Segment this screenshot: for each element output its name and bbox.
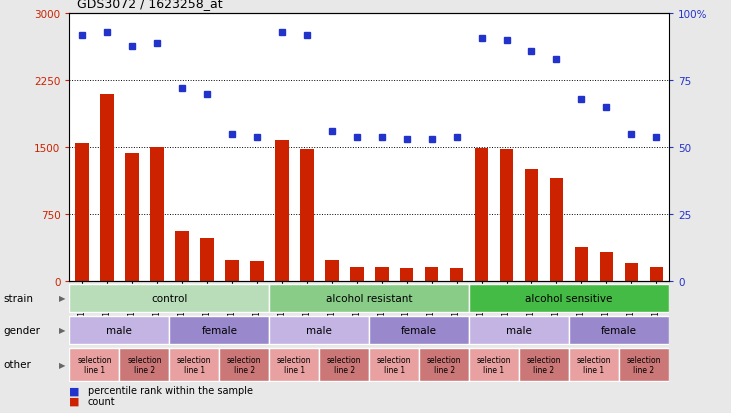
Bar xyxy=(369,348,419,381)
Text: alcohol sensitive: alcohol sensitive xyxy=(526,293,613,303)
Text: male: male xyxy=(107,325,132,335)
Bar xyxy=(319,348,369,381)
Text: selection
line 1: selection line 1 xyxy=(177,355,211,374)
Text: selection
line 1: selection line 1 xyxy=(77,355,112,374)
Bar xyxy=(375,267,388,281)
Bar xyxy=(125,154,139,281)
Bar xyxy=(569,316,669,344)
Bar xyxy=(119,348,170,381)
Text: selection
line 1: selection line 1 xyxy=(477,355,511,374)
Bar xyxy=(569,348,619,381)
Text: strain: strain xyxy=(4,293,34,303)
Text: selection
line 1: selection line 1 xyxy=(577,355,611,374)
Text: ▶: ▶ xyxy=(59,294,66,303)
Text: selection
line 2: selection line 2 xyxy=(127,355,162,374)
Bar xyxy=(369,316,469,344)
Text: alcohol resistant: alcohol resistant xyxy=(326,293,412,303)
Bar xyxy=(469,348,519,381)
Text: ▶: ▶ xyxy=(59,325,66,335)
Bar xyxy=(469,284,669,312)
Text: selection
line 2: selection line 2 xyxy=(327,355,361,374)
Bar xyxy=(75,143,88,281)
Text: percentile rank within the sample: percentile rank within the sample xyxy=(88,385,253,395)
Text: ■: ■ xyxy=(69,396,80,406)
Text: selection
line 1: selection line 1 xyxy=(277,355,311,374)
Text: ▶: ▶ xyxy=(59,360,66,369)
Bar xyxy=(100,95,114,281)
Bar xyxy=(269,284,469,312)
Bar xyxy=(170,316,269,344)
Text: female: female xyxy=(401,325,437,335)
Bar xyxy=(419,348,469,381)
Text: male: male xyxy=(306,325,332,335)
Bar xyxy=(219,348,269,381)
Bar xyxy=(425,267,439,281)
Bar xyxy=(469,316,569,344)
Text: other: other xyxy=(4,359,31,370)
Bar xyxy=(450,268,463,281)
Bar xyxy=(474,149,488,281)
Bar xyxy=(250,262,264,281)
Bar xyxy=(269,348,319,381)
Bar xyxy=(350,267,363,281)
Text: selection
line 2: selection line 2 xyxy=(527,355,561,374)
Text: GDS3072 / 1623258_at: GDS3072 / 1623258_at xyxy=(77,0,222,10)
Text: gender: gender xyxy=(4,325,41,335)
Bar xyxy=(175,231,189,281)
Text: male: male xyxy=(506,325,532,335)
Text: female: female xyxy=(601,325,637,335)
Bar xyxy=(650,267,663,281)
Bar xyxy=(550,179,564,281)
Bar xyxy=(525,170,538,281)
Bar xyxy=(519,348,569,381)
Bar xyxy=(400,268,414,281)
Text: selection
line 1: selection line 1 xyxy=(377,355,412,374)
Bar xyxy=(225,261,238,281)
Text: selection
line 2: selection line 2 xyxy=(626,355,661,374)
Bar xyxy=(69,348,119,381)
Text: female: female xyxy=(201,325,238,335)
Bar xyxy=(200,239,213,281)
Bar xyxy=(69,316,170,344)
Bar xyxy=(170,348,219,381)
Bar xyxy=(269,316,369,344)
Bar xyxy=(325,261,338,281)
Text: selection
line 2: selection line 2 xyxy=(227,355,262,374)
Bar xyxy=(624,263,638,281)
Text: selection
line 2: selection line 2 xyxy=(427,355,461,374)
Bar xyxy=(150,148,164,281)
Bar xyxy=(275,141,289,281)
Bar xyxy=(500,150,513,281)
Bar xyxy=(300,150,314,281)
Bar xyxy=(575,247,588,281)
Text: ■: ■ xyxy=(69,385,80,395)
Text: control: control xyxy=(151,293,188,303)
Bar xyxy=(619,348,669,381)
Bar xyxy=(69,284,269,312)
Text: count: count xyxy=(88,396,115,406)
Bar xyxy=(599,252,613,281)
